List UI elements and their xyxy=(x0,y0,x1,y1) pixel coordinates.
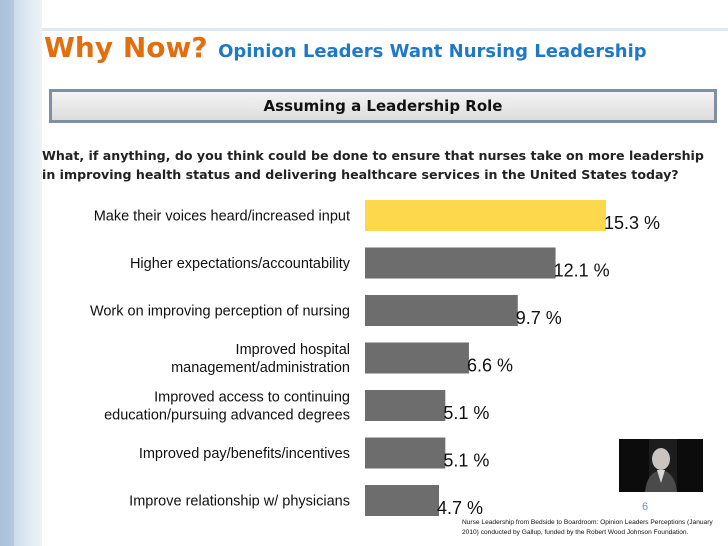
title-main: Why Now? xyxy=(44,31,208,64)
value-label-7: 4.7 % xyxy=(437,498,483,518)
slide-number: 6 xyxy=(642,501,649,513)
left-decorative-bar xyxy=(0,0,42,546)
category-label-2-line-1: Higher expectations/accountability xyxy=(130,256,351,272)
top-divider xyxy=(42,28,728,31)
category-label-4-line-2: management/administration xyxy=(171,360,350,376)
chart-banner: Assuming a Leadership Role xyxy=(49,89,717,123)
speaker-portrait-icon xyxy=(619,439,703,492)
slide-title: Why Now? Opinion Leaders Want Nursing Le… xyxy=(44,31,647,64)
bar-7 xyxy=(365,485,440,516)
category-label-1-line-1: Make their voices heard/increased input xyxy=(94,209,350,225)
category-label-7-line-1: Improve relationship w/ physicians xyxy=(129,494,350,510)
bar-3 xyxy=(365,295,518,326)
category-label-5-line-2: education/pursuing advanced degrees xyxy=(104,408,350,424)
value-label-4: 6.6 % xyxy=(467,356,513,376)
category-label-6-line-1: Improved pay/benefits/incentives xyxy=(139,446,350,462)
value-label-6: 5.1 % xyxy=(443,451,489,471)
title-subtitle: Opinion Leaders Want Nursing Leadership xyxy=(218,41,647,62)
bar-5 xyxy=(365,390,446,421)
source-citation: Nurse Leadership from Bedside to Boardro… xyxy=(462,519,713,536)
category-label-3-line-1: Work on improving perception of nursing xyxy=(90,304,350,320)
bar-2 xyxy=(365,247,556,279)
bar-1 xyxy=(365,200,606,231)
value-label-1: 15.3 % xyxy=(604,213,660,233)
bar-4 xyxy=(365,342,469,374)
survey-question: What, if anything, do you think could be… xyxy=(42,148,704,182)
bar-6 xyxy=(365,437,446,469)
value-label-5: 5.1 % xyxy=(443,403,489,423)
category-label-5-line-1: Improved access to continuing xyxy=(154,390,350,406)
value-label-2: 12.1 % xyxy=(554,261,610,281)
value-label-3: 9.7 % xyxy=(516,308,562,328)
category-label-4-line-1: Improved hospital xyxy=(236,342,350,358)
video-thumbnail[interactable] xyxy=(619,439,703,492)
